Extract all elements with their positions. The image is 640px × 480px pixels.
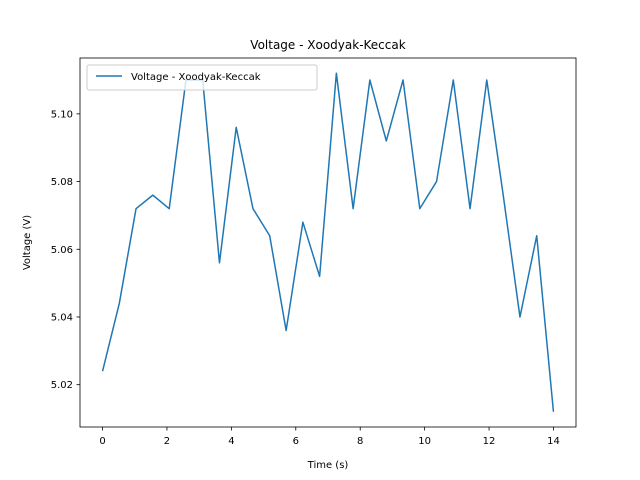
chart-title: Voltage - Xoodyak-Keccak [250, 38, 405, 52]
y-tick-label: 5.10 [51, 109, 73, 120]
y-tick-label: 5.04 [51, 312, 73, 323]
y-tick-label: 5.06 [51, 245, 73, 256]
legend-box [86, 64, 318, 91]
y-axis-label: Voltage (V) [22, 215, 33, 270]
x-tick-label: 8 [357, 436, 363, 447]
x-axis-label: Time (s) [307, 460, 349, 471]
x-tick-label: 10 [418, 436, 431, 447]
legend: Voltage - Xoodyak-Keccak [86, 64, 318, 91]
axes-frame [79, 57, 577, 428]
series-line [101, 72, 555, 412]
y-axis-ticks: 5.02 5.04 5.06 5.08 5.10 [51, 109, 80, 391]
x-tick-label: 4 [228, 436, 234, 447]
legend-label: Voltage - Xoodyak-Keccak [131, 72, 261, 83]
x-tick-label: 6 [293, 436, 299, 447]
x-tick-label: 2 [164, 436, 170, 447]
y-tick-label: 5.08 [51, 177, 73, 188]
x-tick-label: 14 [547, 436, 560, 447]
plot-area: 0 2 4 6 8 10 12 14 5.02 5.04 5.06 5.08 5.10 [51, 57, 577, 447]
x-axis-ticks: 0 2 4 6 8 10 12 14 [99, 427, 560, 447]
series-layer [101, 72, 555, 412]
x-tick-label: 0 [99, 436, 105, 447]
y-tick-label: 5.02 [51, 380, 73, 391]
x-tick-label: 12 [483, 436, 496, 447]
